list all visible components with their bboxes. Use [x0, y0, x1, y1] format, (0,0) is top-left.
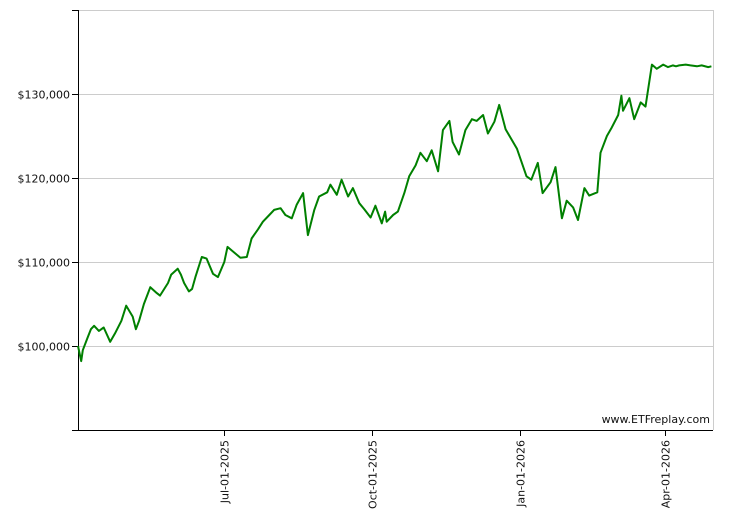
y-tick-label: $120,000: [18, 173, 71, 186]
x-tick-label: Apr-01-2026: [660, 440, 673, 508]
watermark-text: www.ETFreplay.com: [602, 413, 710, 426]
x-tick-label: Oct-01-2025: [367, 440, 380, 509]
y-tick-label: $100,000: [18, 341, 71, 354]
series-line: [77, 63, 712, 363]
x-tick-label: Jan-01-2026: [515, 440, 528, 508]
x-tick-label: Jul-01-2025: [219, 440, 232, 504]
x-ticks: Jul-01-2025 Oct-01-2025 Jan-01-2026 Apr-01-…: [219, 430, 673, 509]
y-tick-label: $130,000: [18, 89, 71, 102]
y-ticks: $100,000 $110,000 $120,000 $130,000: [18, 10, 78, 431]
y-tick-label: $110,000: [18, 257, 71, 270]
axes: [78, 10, 713, 431]
gridlines: [78, 10, 714, 430]
